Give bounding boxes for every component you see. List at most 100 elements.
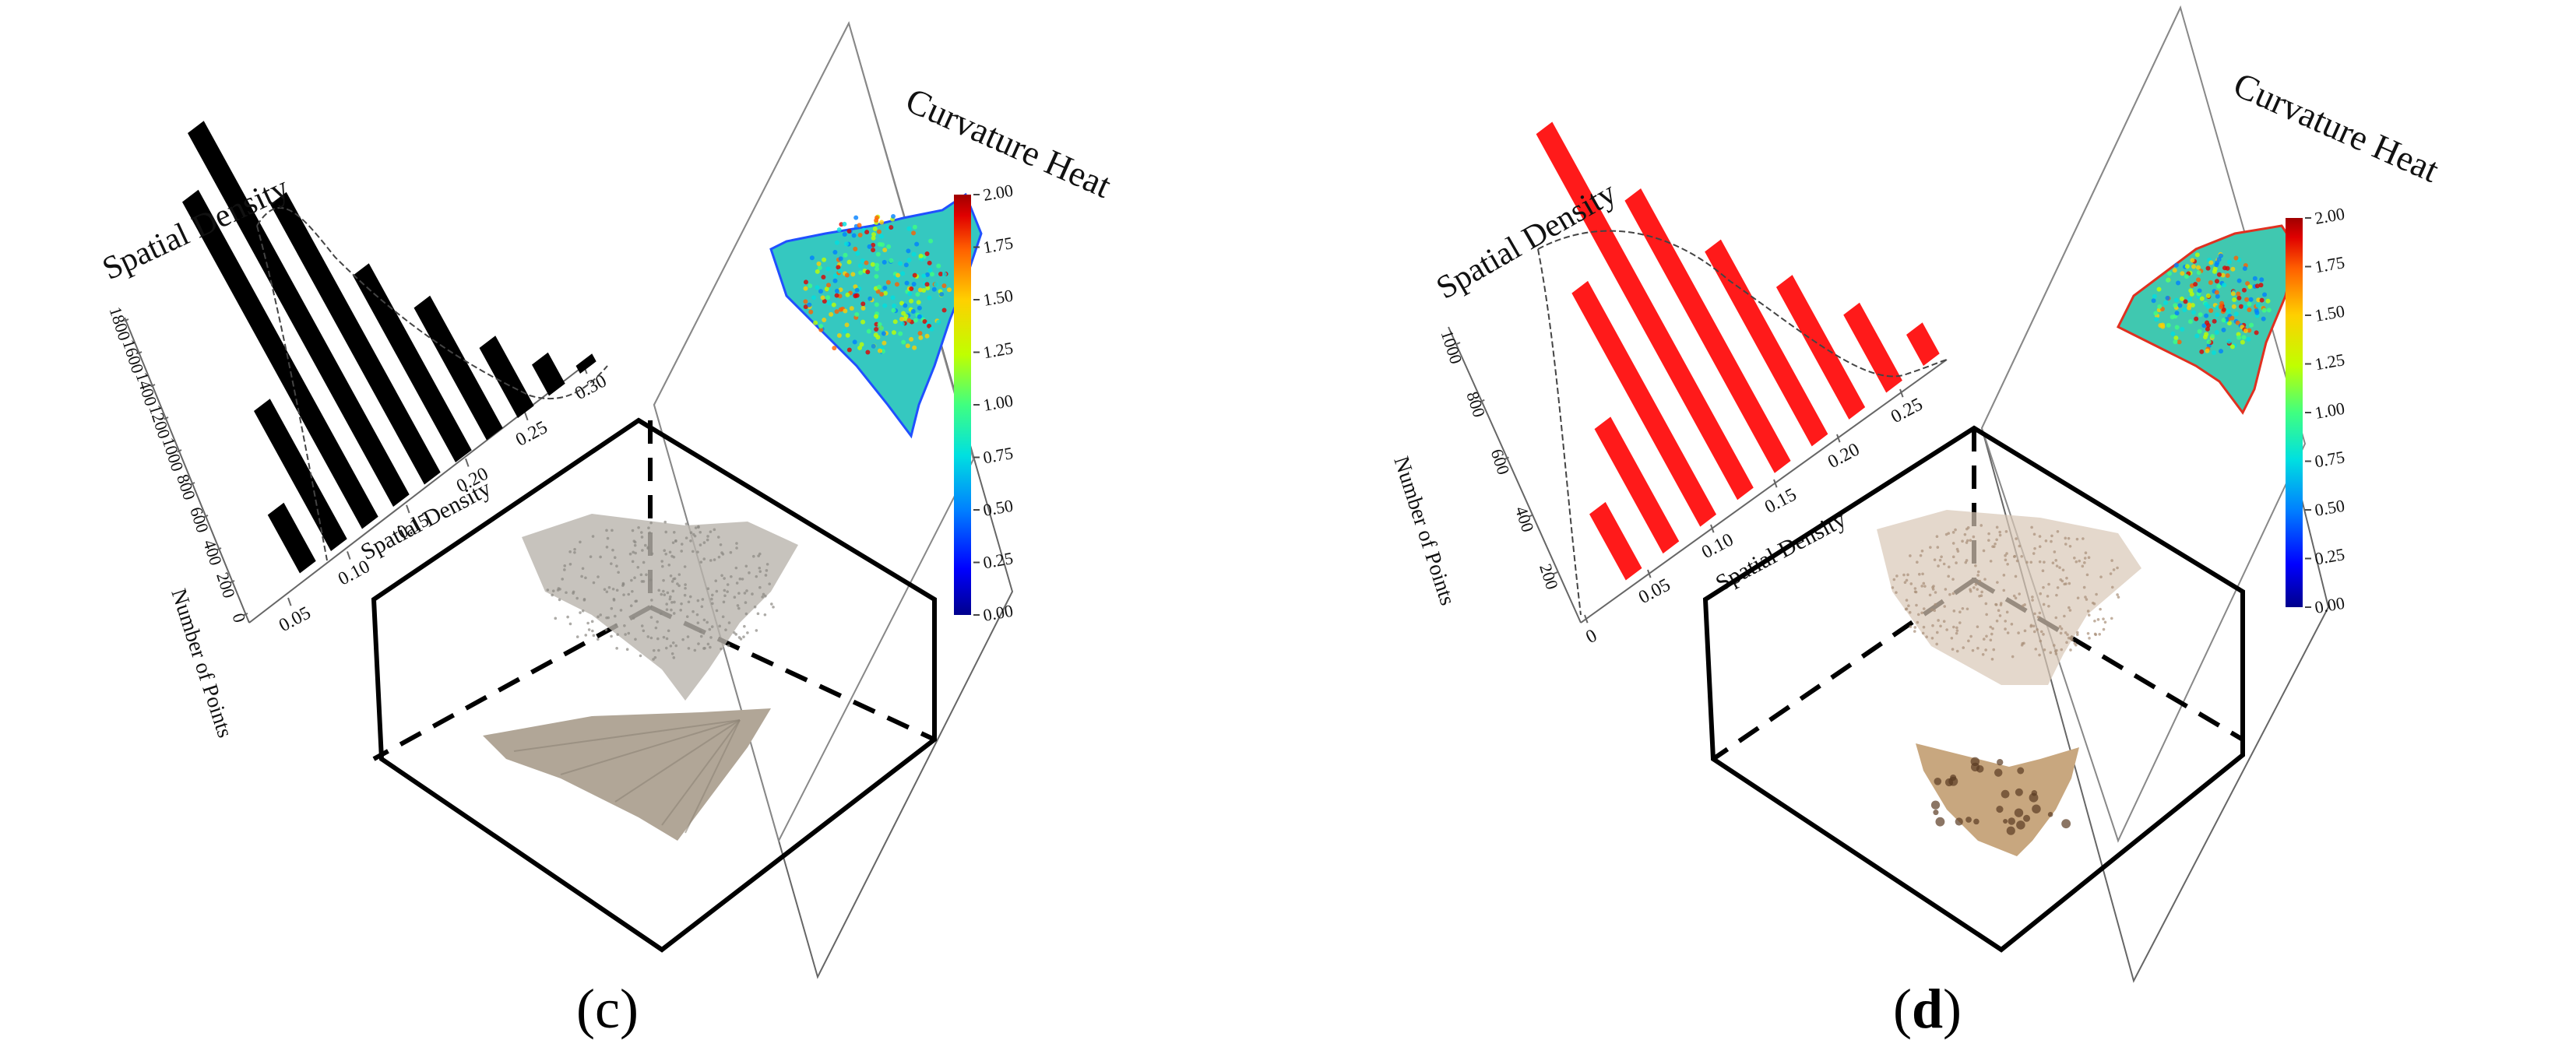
point-cloud-dot (1951, 555, 1955, 559)
point-cloud-dot (716, 536, 720, 539)
curvature-speck (2196, 277, 2201, 283)
point-cloud-dot (711, 593, 714, 597)
point-cloud-dot (683, 593, 687, 597)
curvature-speck (882, 290, 888, 296)
wing-spot (2015, 788, 2023, 796)
point-cloud-dot (2051, 561, 2055, 564)
point-cloud-dot (665, 603, 669, 606)
point-cloud-dot (1955, 629, 1959, 632)
point-cloud-dot (1902, 573, 1906, 577)
hist-bar (270, 191, 441, 485)
point-cloud-dot (2087, 556, 2091, 560)
point-cloud-dot (723, 577, 726, 580)
point-cloud-dot (580, 574, 583, 578)
point-cloud-dot (2071, 638, 2074, 641)
point-cloud-dot (672, 656, 676, 659)
curvature-speck (2157, 304, 2163, 309)
point-cloud-dot (1994, 542, 1997, 546)
point-cloud-dot (1994, 603, 1998, 606)
curvature-speck (818, 324, 824, 329)
point-cloud-dot (2064, 582, 2067, 585)
curvature-speck (2226, 321, 2232, 326)
density-curve-left (1537, 248, 1582, 616)
point-cloud-dot (2054, 616, 2058, 620)
curvature-speck (896, 272, 901, 278)
curvature-speck (870, 262, 875, 267)
point-cloud-dot (2082, 537, 2085, 540)
hist-bar (1775, 275, 1866, 420)
heatmap-c: Curvature Heat 0.000.250.500.751.001.251… (653, 21, 1117, 979)
point-cloud-dot (627, 592, 631, 596)
curvature-speck (2153, 311, 2159, 316)
point-cloud-dot (2109, 572, 2113, 575)
point-cloud-dot (2010, 622, 2014, 626)
point-cloud-dot (669, 645, 673, 648)
point-cloud-dot (2052, 644, 2056, 647)
point-cloud-dot (2033, 612, 2036, 616)
curvature-speck (874, 314, 879, 319)
point-cloud-dot (646, 635, 650, 638)
point-cloud-dot (613, 614, 617, 618)
point-cloud-dot (1940, 555, 1943, 559)
curvature-speck (832, 346, 837, 351)
wing-spot (2029, 792, 2039, 803)
hist-bar (182, 189, 378, 529)
curvature-speck (2165, 295, 2170, 300)
point-cloud-dot (1947, 532, 1951, 535)
colorbar-tick-label: 0.50 (982, 496, 1015, 520)
curvature-speck (842, 221, 847, 227)
curvature-speck (2187, 297, 2193, 302)
colorbar-tick-label: 1.50 (2314, 301, 2346, 325)
point-cloud-dot (649, 606, 653, 609)
curvature-speck (854, 293, 860, 298)
tick-label: 400 (1511, 504, 1538, 534)
curvature-speck (2221, 307, 2226, 312)
curvature-speck (891, 330, 896, 336)
point-cloud-dot (676, 582, 679, 585)
curvature-speck (852, 339, 857, 345)
curvature-speck (2221, 318, 2226, 323)
curvature-speck (843, 241, 849, 247)
colorbar (954, 195, 971, 615)
point-cloud-dot (1909, 554, 1912, 557)
curvature-speck (881, 331, 886, 336)
point-cloud-dot (1944, 588, 1948, 591)
curvature-speck (903, 303, 908, 308)
point-cloud-dot (665, 637, 669, 641)
tick-label: 1400 (132, 370, 160, 409)
point-cloud-dot (614, 623, 618, 627)
wing-spot (1955, 817, 1963, 826)
point-cloud-dot (2056, 529, 2060, 533)
point-cloud-dot (1980, 590, 1983, 594)
point-cloud-dot (1951, 578, 1955, 581)
point-cloud-dot (2110, 585, 2114, 589)
curvature-speck (2205, 348, 2210, 353)
curvature-speck (860, 319, 866, 325)
hist-title: Spatial Density (1431, 175, 1622, 307)
point-cloud-dot (2002, 588, 2006, 592)
point-cloud-dot (1961, 606, 1965, 610)
point-cloud-dot (1992, 648, 1996, 652)
point-cloud-dot (2060, 648, 2064, 652)
point-cloud-dot (668, 597, 672, 601)
curvature-speck (2152, 293, 2157, 299)
point-cloud-dot (735, 581, 739, 585)
curvature-speck (829, 311, 834, 317)
point-cloud-dot (652, 648, 656, 652)
point-cloud-dot (715, 589, 719, 593)
point-cloud-dot (1961, 539, 1964, 543)
curvature-speck (2205, 326, 2210, 332)
point-cloud-dot (1981, 652, 1985, 656)
curvature-speck (890, 295, 896, 300)
point-cloud-dot (1951, 648, 1955, 651)
curvature-speck (820, 295, 825, 300)
curvature-wing-map (2116, 224, 2299, 415)
point-cloud-dot (1933, 609, 1937, 613)
curvature-speck (860, 258, 865, 264)
curvature-speck (2222, 265, 2227, 271)
colorbar-tick-label: 0.75 (982, 443, 1015, 467)
point-cloud-dot (2032, 532, 2036, 536)
tick-label: 600 (186, 504, 213, 535)
curvature-speck (906, 258, 912, 263)
hist-bars (1536, 121, 1940, 607)
